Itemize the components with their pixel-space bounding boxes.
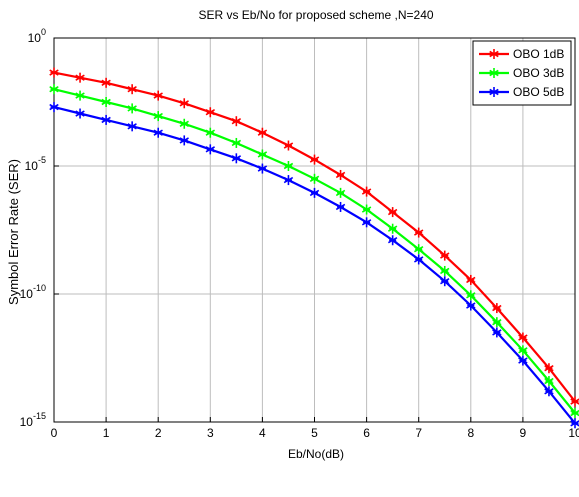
data-point: [518, 345, 528, 356]
data-point: [335, 201, 346, 212]
data-point: [283, 140, 294, 151]
legend-item: OBO 3dB: [479, 66, 564, 80]
data-point: [413, 254, 424, 265]
data-point: [179, 135, 189, 146]
data-point: [489, 68, 499, 78]
x-axis-label: Eb/No(dB): [288, 447, 344, 461]
data-point: [492, 327, 502, 338]
x-tick-label: 8: [467, 426, 474, 440]
data-point: [570, 418, 579, 429]
legend-item: OBO 5dB: [479, 85, 564, 99]
data-point: [153, 90, 163, 101]
x-tick-label: 3: [207, 426, 214, 440]
data-point: [257, 127, 268, 138]
data-point: [466, 290, 476, 301]
data-point: [49, 102, 59, 113]
y-axis-label: Symbol Error Rate (SER): [6, 159, 21, 305]
data-point: [205, 144, 216, 155]
data-point: [466, 274, 476, 285]
data-point: [413, 244, 424, 255]
data-point: [101, 114, 111, 125]
data-point: [49, 84, 59, 95]
data-point: [361, 186, 372, 197]
data-point: [309, 187, 320, 198]
data-point: [49, 67, 59, 78]
data-point: [309, 154, 320, 165]
data-point: [231, 116, 242, 127]
series-group: [49, 67, 579, 429]
data-point: [283, 175, 294, 186]
y-tick-label: 100: [28, 27, 46, 45]
axis-ticks: 0 1 2 3 4 5 6 7 8 9 10 100 10-5 10-10 10-15: [20, 27, 579, 440]
data-point: [127, 84, 137, 95]
data-point: [387, 235, 398, 246]
data-point: [309, 173, 320, 184]
legend-label: OBO 5dB: [513, 85, 564, 99]
data-point: [257, 149, 268, 160]
data-point: [489, 87, 499, 97]
data-point: [179, 118, 189, 129]
data-point: [361, 204, 372, 215]
data-point: [101, 97, 111, 107]
data-point: [101, 77, 111, 88]
data-point: [570, 408, 579, 419]
x-tick-label: 1: [103, 426, 110, 440]
data-point: [153, 127, 163, 138]
legend-item: OBO 1dB: [479, 47, 564, 61]
data-point: [205, 107, 216, 118]
data-point: [387, 223, 398, 234]
data-point: [440, 265, 450, 276]
data-point: [544, 363, 554, 374]
data-point: [283, 161, 294, 171]
x-tick-label: 0: [51, 426, 58, 440]
data-point: [544, 386, 554, 397]
x-tick-label: 10: [568, 426, 579, 440]
data-point: [413, 227, 424, 238]
data-point: [335, 169, 346, 180]
data-point: [570, 396, 579, 407]
data-point: [387, 207, 398, 218]
data-point: [75, 108, 85, 119]
data-point: [153, 111, 163, 122]
data-point: [518, 332, 528, 343]
data-point: [361, 217, 372, 228]
data-point: [127, 121, 137, 132]
data-point: [75, 72, 85, 83]
data-point: [440, 276, 450, 287]
legend-label: OBO 3dB: [513, 66, 564, 80]
data-point: [127, 103, 137, 114]
data-point: [335, 187, 346, 198]
data-point: [492, 303, 502, 314]
data-point: [179, 98, 189, 109]
legend: OBO 1dB OBO 3dB OBO 5dB: [472, 40, 572, 106]
data-point: [544, 376, 554, 387]
data-point: [75, 90, 85, 101]
y-tick-label: 10-5: [25, 155, 46, 173]
data-point: [489, 49, 499, 59]
x-tick-label: 6: [363, 426, 370, 440]
x-tick-label: 5: [311, 426, 318, 440]
data-point: [205, 127, 216, 138]
y-tick-label: 10-15: [20, 411, 46, 429]
data-point: [518, 355, 528, 366]
data-point: [231, 153, 242, 164]
x-tick-label: 4: [259, 426, 266, 440]
data-point: [492, 317, 502, 328]
x-tick-label: 2: [155, 426, 162, 440]
data-point: [257, 163, 268, 174]
data-point: [440, 250, 450, 261]
data-point: [466, 300, 476, 311]
legend-label: OBO 1dB: [513, 47, 564, 61]
x-tick-label: 7: [415, 426, 422, 440]
chart-title: SER vs Eb/No for proposed scheme ,N=240: [198, 8, 433, 22]
y-tick-label: 10-10: [20, 283, 46, 301]
x-tick-label: 9: [520, 426, 527, 440]
data-point: [231, 137, 242, 148]
